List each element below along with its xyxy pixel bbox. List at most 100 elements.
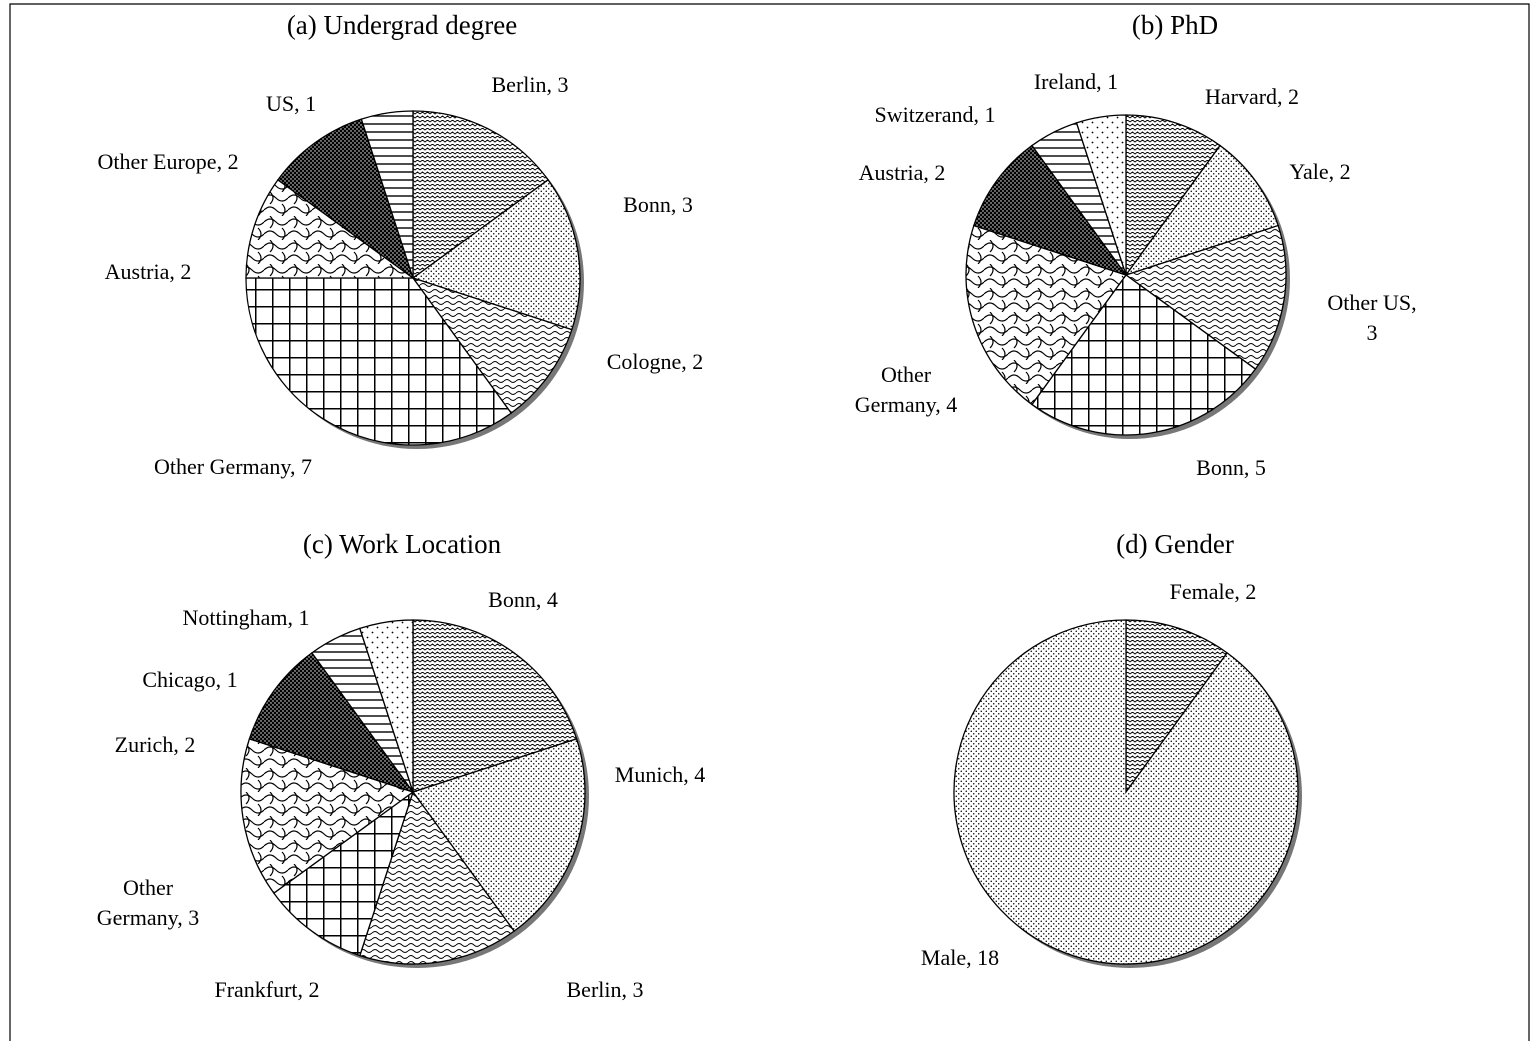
slice-category: Yale (1289, 159, 1329, 184)
chart-title: (d) Gender (1116, 529, 1234, 559)
slice-label: Harvard, 2 (1204, 84, 1300, 109)
slice-value: 2 (1339, 159, 1351, 184)
slice-category: Bonn (488, 587, 536, 612)
slice-value: 2 (692, 349, 704, 374)
slice-value: 1 (1107, 69, 1119, 94)
slice-label: Austria, 2 (858, 160, 946, 185)
slice-category: Bonn (1196, 455, 1244, 480)
slice-label: Other Europe, 2 (97, 149, 239, 174)
slice-label: Other Germany, 4 (854, 362, 958, 417)
pie-slice (1075, 114, 1127, 276)
slice-category: US (265, 91, 295, 116)
pie-slice (411, 178, 581, 331)
pie-slice (359, 790, 516, 965)
slice-category: Frankfurt (214, 977, 298, 1002)
pie-slice (1125, 114, 1221, 278)
slice-category: Austria (858, 160, 924, 185)
slice-category: Ireland (1033, 69, 1097, 94)
slice-category: Chicago (142, 667, 216, 692)
slice-label: Bonn, 3 (623, 192, 693, 217)
slice-category: Other Germany (96, 875, 178, 930)
slice-value: 3 (632, 977, 644, 1002)
slice-label: US, 1 (265, 91, 317, 116)
slice-label: Other Germany, 3 (96, 875, 200, 930)
slice-label: Berlin, 3 (491, 72, 569, 97)
slice-label: Munich, 4 (614, 762, 706, 787)
slice-category: Female (1169, 579, 1235, 604)
slice-label: Ireland, 1 (1033, 69, 1119, 94)
slice-value: 2 (1245, 579, 1257, 604)
slice-category: Harvard (1204, 84, 1278, 109)
slice-label: Other Germany, 7 (153, 454, 313, 479)
slice-label: Yale, 2 (1289, 159, 1351, 184)
slice-category: Cologne (606, 349, 682, 374)
pie-slice (359, 619, 414, 793)
slice-label: Switzerand, 1 (874, 102, 996, 127)
slice-value: 2 (227, 149, 239, 174)
slice-category: Male (920, 945, 967, 970)
slice-label: Frankfurt, 2 (214, 977, 320, 1002)
slice-value: 2 (180, 259, 192, 284)
slice-category: Berlin (566, 977, 622, 1002)
slice-label: Bonn, 5 (1196, 455, 1266, 480)
pie-slice (965, 224, 1128, 406)
slice-value: 4 (946, 392, 958, 417)
slice-value: 18 (977, 945, 1000, 970)
pie-slice (1031, 274, 1257, 436)
pie-slice (276, 118, 415, 280)
pie-slice (1124, 144, 1279, 277)
slice-category: Nottingham (182, 605, 288, 630)
slice-value: 4 (694, 762, 706, 787)
pie-slice (240, 738, 415, 895)
slice-label: Berlin, 3 (566, 977, 644, 1002)
pie-slice (412, 110, 550, 280)
slice-category: Berlin (491, 72, 547, 97)
pie-slice (973, 144, 1128, 277)
slice-value: 7 (301, 454, 313, 479)
slice-value: 3 (1366, 320, 1378, 345)
pie-slice (360, 110, 414, 279)
pie-slice (245, 178, 416, 279)
slice-label: Austria, 2 (104, 259, 192, 284)
slice-value: 4 (546, 587, 558, 612)
pie-slice (245, 277, 513, 446)
pie-slice (412, 619, 578, 793)
slice-value: 3 (681, 192, 693, 217)
slice-category: Switzerand (874, 102, 974, 127)
pie-slice (411, 276, 573, 415)
slice-label: Other US, 3 (1327, 290, 1417, 345)
slice-value: 1 (226, 667, 238, 692)
slice-value: 2 (1288, 84, 1300, 109)
slice-label: Male, 18 (920, 945, 1000, 970)
slice-label: Zurich, 2 (114, 732, 196, 757)
slice-category: Zurich (114, 732, 174, 757)
slice-category: Other Europe (97, 149, 217, 174)
slice-category: Other Germany (153, 454, 291, 479)
slice-label: Chicago, 1 (142, 667, 238, 692)
slice-value: 1 (305, 91, 317, 116)
slice-value: 2 (308, 977, 320, 1002)
slice-value: 2 (184, 732, 196, 757)
slice-category: Munich (614, 762, 684, 787)
slice-value: 1 (984, 102, 996, 127)
slice-label: Nottingham, 1 (182, 605, 310, 630)
slice-value: 3 (557, 72, 569, 97)
frame (9, 3, 1530, 1041)
slice-label: Cologne, 2 (606, 349, 704, 374)
slice-value: 2 (934, 160, 946, 185)
pie-slice (1124, 224, 1287, 370)
pie-slice (411, 738, 586, 933)
pie-slice (1125, 619, 1229, 795)
pie-slice (272, 790, 415, 957)
slice-category: Other Germany (854, 362, 936, 417)
slice-value: 1 (298, 605, 310, 630)
pie-slice (248, 651, 415, 794)
pie-slice (953, 619, 1299, 965)
chart-title: (c) Work Location (303, 529, 502, 559)
chart-title: (a) Undergrad degree (287, 10, 517, 40)
slice-category: Austria (104, 259, 170, 284)
slice-value: 3 (188, 905, 200, 930)
slice-label: Bonn, 4 (488, 587, 558, 612)
